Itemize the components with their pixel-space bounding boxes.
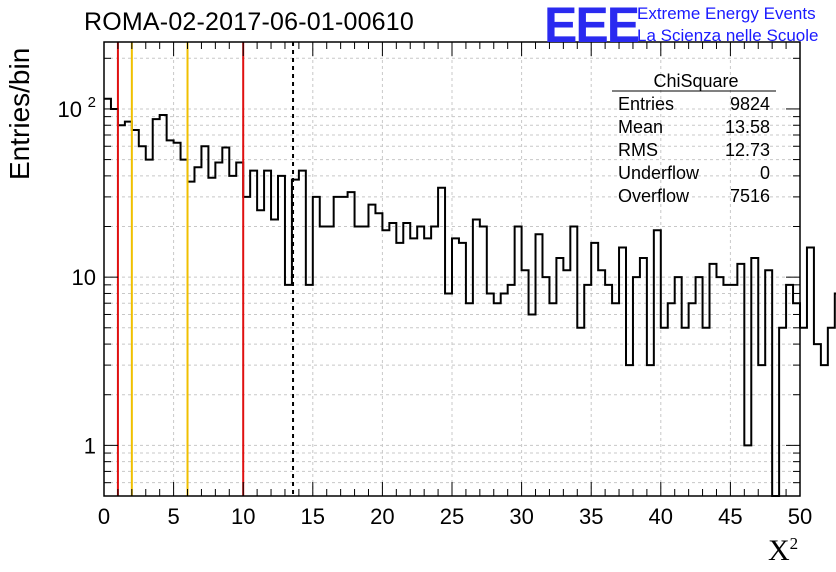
x-tick-label: 30 [509,504,533,529]
stats-label: RMS [618,140,658,160]
x-axis-label-text: X [768,534,790,567]
y-tick-label-sup: 2 [88,94,96,111]
x-tick-label: 0 [98,504,110,529]
stats-value: 12.73 [725,140,770,160]
stats-value: 13.58 [725,117,770,137]
x-tick-label: 20 [370,504,394,529]
histogram [104,97,836,497]
x-tick-label: 40 [649,504,673,529]
x-tick-label: 15 [301,504,325,529]
y-tick-label: 10 [58,97,82,122]
y-tick-label: 10 [72,265,96,290]
marker-lines [116,42,295,496]
x-tick-label: 5 [167,504,179,529]
stats-value: 7516 [730,186,770,206]
stats-value: 9824 [730,94,770,114]
stats-label: Mean [618,117,663,137]
logo-line-2: La Scienza nelle Scuole [637,26,819,45]
stats-value: 0 [760,163,770,183]
stats-box: ChiSquare Entries 9824 Mean 13.58 RMS 12.73 Und… [612,71,776,206]
stats-title: ChiSquare [653,71,738,91]
y-tick-label: 1 [84,433,96,458]
y-axis-label: Entries/bin [4,47,35,180]
x-tick-label: 25 [440,504,464,529]
axis-ticks: 0 5 10 15 20 25 30 35 40 45 50 1 10 10 2 [58,42,812,529]
stats-label: Entries [618,94,674,114]
chart-title: ROMA-02-2017-06-01-00610 [84,8,414,36]
stats-label: Overflow [618,186,690,206]
logo-line-1: Extreme Energy Events [637,4,816,23]
x-axis-label-sup: 2 [789,534,799,553]
eee-logo: EEE [544,0,640,53]
histogram-line [104,97,836,497]
x-tick-label: 45 [718,504,742,529]
x-axis-label: X2 [768,534,798,568]
stats-label: Underflow [618,163,700,183]
x-tick-label: 50 [788,504,812,529]
x-tick-label: 35 [579,504,603,529]
x-tick-label: 10 [231,504,255,529]
